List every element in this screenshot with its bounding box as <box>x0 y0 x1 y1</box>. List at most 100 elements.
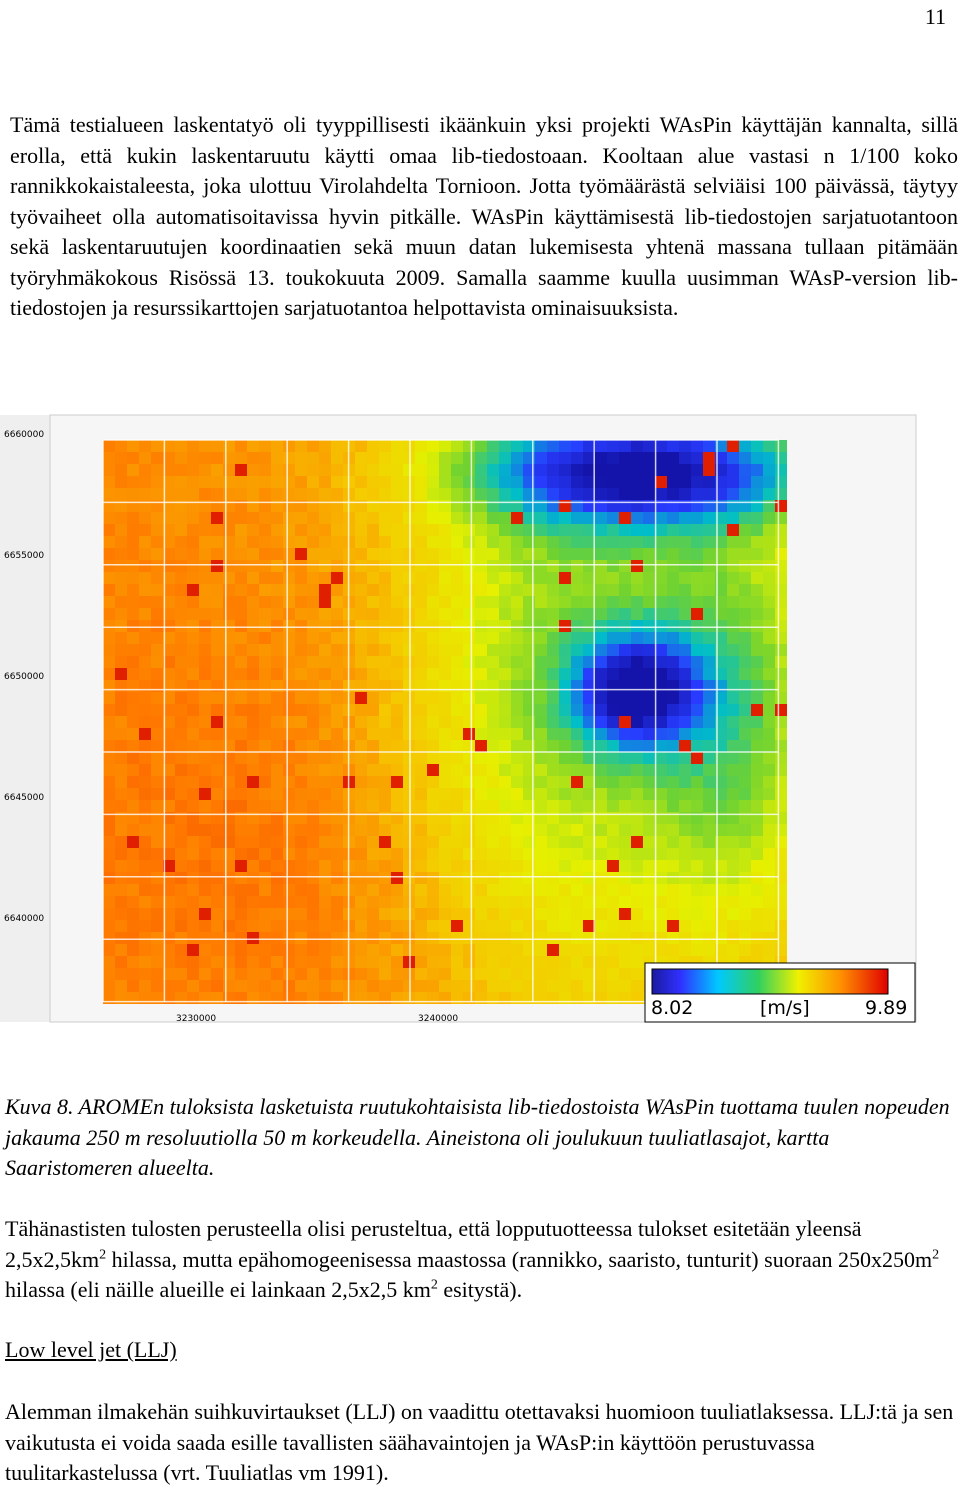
field-cell <box>103 752 115 764</box>
field-cell <box>607 968 619 980</box>
field-cell <box>523 632 535 644</box>
field-cell <box>451 488 463 500</box>
field-cell <box>571 752 583 764</box>
field-cell <box>259 608 271 620</box>
field-cell <box>715 716 727 728</box>
field-cell <box>259 896 271 908</box>
field-cell <box>187 956 199 968</box>
field-cell <box>367 764 379 776</box>
field-cell <box>427 860 439 872</box>
field-cell <box>151 620 163 632</box>
field-cell <box>415 776 427 788</box>
field-cell <box>115 512 127 524</box>
field-cell <box>391 536 403 548</box>
field-cell <box>103 524 115 536</box>
field-cell <box>319 860 331 872</box>
field-cell <box>667 596 679 608</box>
field-cell <box>451 548 463 560</box>
field-cell <box>271 956 283 968</box>
field-cell <box>163 716 175 728</box>
field-cell <box>367 884 379 896</box>
field-cell <box>679 932 691 944</box>
field-cell <box>487 860 499 872</box>
field-cell <box>307 956 319 968</box>
field-cell <box>703 596 715 608</box>
field-cell <box>379 560 391 572</box>
field-cell <box>559 596 571 608</box>
field-cell <box>427 896 439 908</box>
paragraph: Alemman ilmakehän suihkuvirtaukset (LLJ)… <box>5 1399 954 1485</box>
field-cell <box>583 632 595 644</box>
field-cell <box>151 728 163 740</box>
field-cell <box>691 920 703 932</box>
y-axis-label: 6645000 <box>4 793 44 803</box>
field-cell <box>523 752 535 764</box>
field-cell <box>259 860 271 872</box>
field-cell <box>439 704 451 716</box>
field-cell <box>403 560 415 572</box>
field-cell <box>679 908 691 920</box>
field-cell <box>595 632 607 644</box>
field-cell <box>631 932 643 944</box>
field-cell <box>199 944 211 956</box>
field-cell <box>163 692 175 704</box>
field-cell <box>175 776 187 788</box>
field-cell <box>451 860 463 872</box>
field-cell <box>535 512 547 524</box>
field-cell <box>331 596 343 608</box>
field-cell <box>679 596 691 608</box>
field-cell <box>187 536 199 548</box>
field-cell <box>643 824 655 836</box>
field-cell <box>199 656 211 668</box>
field-cell <box>523 704 535 716</box>
field-cell <box>595 908 607 920</box>
field-cell <box>367 572 379 584</box>
field-cell <box>595 488 607 500</box>
field-cell <box>187 452 199 464</box>
field-cell <box>631 800 643 812</box>
field-cell <box>307 512 319 524</box>
field-cell <box>295 656 307 668</box>
field-cell <box>283 836 295 848</box>
field-cell <box>487 692 499 704</box>
field-cell <box>679 656 691 668</box>
field-cell <box>547 944 559 956</box>
field-cell <box>535 932 547 944</box>
field-cell <box>559 824 571 836</box>
field-cell <box>619 488 631 500</box>
field-cell <box>727 920 739 932</box>
field-cell <box>451 560 463 572</box>
field-cell <box>127 668 139 680</box>
field-cell <box>559 692 571 704</box>
field-cell <box>583 440 595 452</box>
field-cell <box>691 824 703 836</box>
field-cell <box>331 524 343 536</box>
field-cell <box>223 572 235 584</box>
field-cell <box>511 968 523 980</box>
field-cell <box>535 620 547 632</box>
field-cell <box>547 476 559 488</box>
field-cell <box>475 800 487 812</box>
field-cell <box>235 860 247 872</box>
field-cell <box>103 620 115 632</box>
field-cell <box>631 536 643 548</box>
field-cell <box>463 824 475 836</box>
field-cell <box>139 908 151 920</box>
field-cell <box>403 800 415 812</box>
field-cell <box>691 704 703 716</box>
field-cell <box>127 872 139 884</box>
field-cell <box>295 932 307 944</box>
field-cell <box>211 908 223 920</box>
field-cell <box>259 440 271 452</box>
field-cell <box>271 728 283 740</box>
field-cell <box>367 656 379 668</box>
field-cell <box>487 764 499 776</box>
field-cell <box>739 764 751 776</box>
field-cell <box>571 536 583 548</box>
field-cell <box>691 572 703 584</box>
field-cell <box>259 932 271 944</box>
field-cell <box>307 584 319 596</box>
field-cell <box>223 464 235 476</box>
field-cell <box>115 920 127 932</box>
field-cell <box>679 920 691 932</box>
